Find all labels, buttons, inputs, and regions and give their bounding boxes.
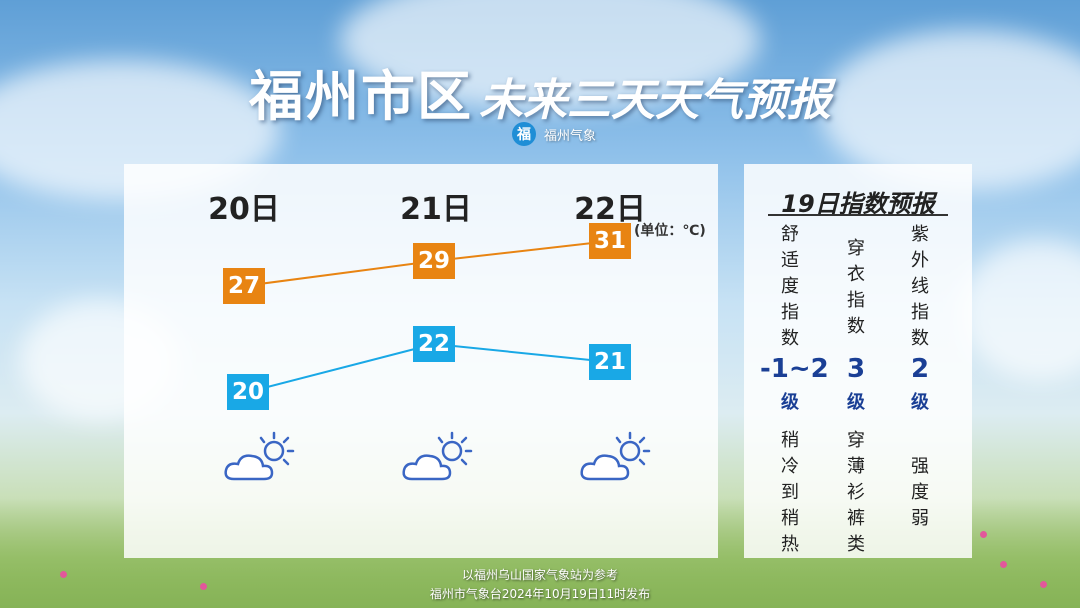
index-name: 紫外线指数 <box>911 224 929 349</box>
cloudy-sun-icon <box>224 431 295 481</box>
low-temp-box: 21 <box>589 344 631 380</box>
index-grade: 级 <box>847 392 865 413</box>
cloudy-sun-icon <box>402 431 473 481</box>
high-temp-box: 31 <box>589 223 631 259</box>
index-value: 2 <box>910 354 930 384</box>
low-temp-line <box>247 343 435 393</box>
logo-mark: 福 <box>512 122 536 146</box>
low-temp-box: 22 <box>413 326 455 362</box>
high-temp-box: 27 <box>223 268 265 304</box>
page-title: 福州市区 未来三天天气预报 <box>249 52 831 131</box>
high-temp-line <box>433 240 611 262</box>
index-title-underline <box>768 214 948 216</box>
index-value: 3 <box>846 354 866 384</box>
low-temp-box: 20 <box>227 374 269 410</box>
index-name: 穿衣指数 <box>847 238 865 337</box>
logo: 福 福州气象 <box>512 122 596 146</box>
index-grade: 级 <box>911 392 929 413</box>
cloudy-sun-icon <box>580 431 651 481</box>
index-grade: 级 <box>781 392 799 413</box>
day-label: 21日 <box>400 192 472 227</box>
background-cloud <box>340 0 760 110</box>
index-name: 舒适度指数 <box>781 224 799 349</box>
footer-note: 以福州乌山国家气象站为参考 <box>461 568 618 582</box>
index-column-uv: 紫外线指数 2 级 强度弱 <box>890 222 950 529</box>
flower <box>980 531 987 538</box>
footer-publish-info: 福州市气象台2024年10月19日11时发布 <box>429 587 651 601</box>
index-title: 19日指数预报 <box>781 190 935 218</box>
title-subtitle: 未来三天天气预报 <box>479 75 831 126</box>
day-label: 22日 <box>574 192 646 227</box>
unit-label: (单位：℃) <box>634 223 706 239</box>
background-cloud <box>960 240 1080 380</box>
index-column-comfort: 舒适度指数 -1~2 级 稍冷到稍热 <box>760 222 829 555</box>
flower <box>60 571 67 578</box>
forecast-panel: 20日 21日 22日 (单位：℃) 27 29 31 20 22 21 <box>124 164 718 558</box>
flower <box>200 583 207 590</box>
high-temp-line <box>243 260 435 287</box>
index-description: 强度弱 <box>911 456 929 529</box>
temperature-lines <box>243 240 611 393</box>
index-description: 穿薄衫裤类 <box>847 430 865 555</box>
title-area: 福州市区 未来三天天气预报 <box>0 52 1080 131</box>
low-temp-line <box>433 343 611 363</box>
index-column-clothing: 穿衣指数 3 级 穿薄衫裤类 <box>826 222 886 555</box>
index-description: 稍冷到稍热 <box>781 430 799 555</box>
background-cloud <box>820 30 1080 190</box>
high-temp-box: 29 <box>413 243 455 279</box>
title-city: 福州市区 <box>249 65 473 128</box>
flower <box>1040 581 1047 588</box>
flower <box>1000 561 1007 568</box>
day-label: 20日 <box>208 192 280 227</box>
index-panel: 19日指数预报 舒适度指数 -1~2 级 稍冷到稍热 穿衣指数 3 级 穿薄衫裤… <box>744 164 972 558</box>
index-value: -1~2 <box>760 354 829 384</box>
logo-text: 福州气象 <box>544 128 597 144</box>
